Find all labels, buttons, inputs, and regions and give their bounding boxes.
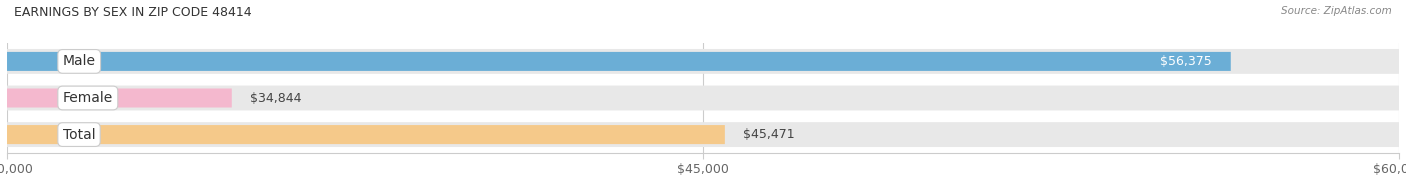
Text: Total: Total: [63, 128, 96, 142]
FancyBboxPatch shape: [7, 125, 725, 144]
FancyBboxPatch shape: [7, 88, 232, 108]
FancyBboxPatch shape: [7, 52, 1230, 71]
FancyBboxPatch shape: [7, 86, 1399, 110]
Text: Male: Male: [63, 54, 96, 68]
Text: $45,471: $45,471: [744, 128, 794, 141]
FancyBboxPatch shape: [7, 122, 1399, 147]
Text: Female: Female: [63, 91, 112, 105]
FancyBboxPatch shape: [7, 49, 1399, 74]
Text: EARNINGS BY SEX IN ZIP CODE 48414: EARNINGS BY SEX IN ZIP CODE 48414: [14, 6, 252, 19]
Text: $56,375: $56,375: [1160, 55, 1212, 68]
Text: $34,844: $34,844: [250, 92, 302, 104]
Text: Source: ZipAtlas.com: Source: ZipAtlas.com: [1281, 6, 1392, 16]
